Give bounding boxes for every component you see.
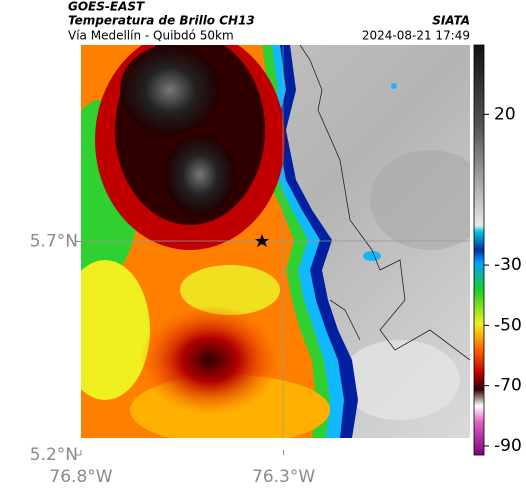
region: Vía Medellín - Quibdó 50km: [68, 29, 234, 43]
datetime: 2024-08-21 17:49: [362, 29, 470, 43]
y-tick-label: 5.7°N: [30, 231, 78, 251]
subtitle: Temperatura de Brillo CH13: [68, 14, 255, 28]
satellite-image: [81, 45, 470, 438]
colorbar-tick-label: -70: [494, 376, 522, 396]
colorbar-tick-label: -30: [494, 255, 522, 275]
colorbar-tick-label: 20: [494, 104, 516, 124]
y-tick-label: 5.2°N: [30, 445, 78, 465]
colorbar: [473, 44, 485, 456]
colorbar-tick-label: -50: [494, 315, 522, 335]
colorbar-tick-label: -90: [494, 436, 522, 456]
x-tick-label: 76.3°W: [252, 467, 315, 487]
title: GOES-EAST: [68, 0, 145, 14]
source: SIATA: [432, 14, 470, 28]
x-tick-label: 76.8°W: [49, 467, 112, 487]
station-marker: [255, 234, 269, 247]
